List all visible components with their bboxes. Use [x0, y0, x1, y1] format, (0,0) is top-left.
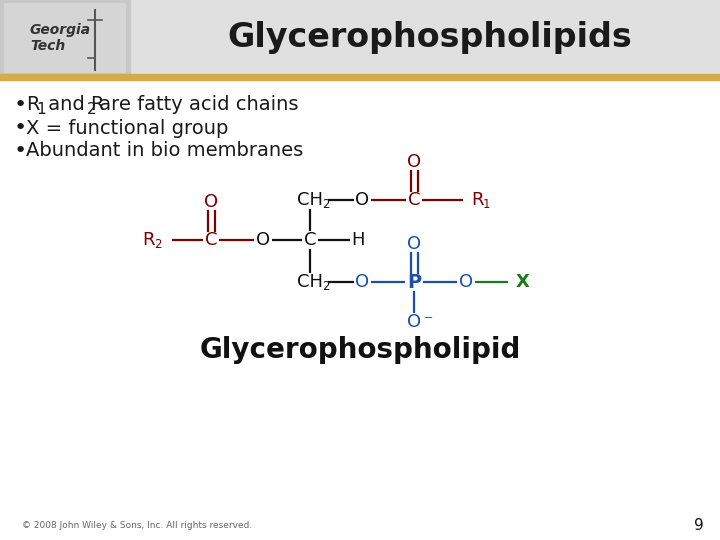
Text: H: H [351, 231, 365, 249]
Text: Abundant in bio membranes: Abundant in bio membranes [26, 141, 303, 160]
Text: X: X [516, 273, 530, 291]
Text: R: R [26, 96, 40, 114]
Text: O: O [204, 193, 218, 211]
Text: 2: 2 [87, 102, 96, 117]
Text: •: • [14, 141, 27, 161]
Text: C: C [408, 191, 420, 209]
Text: C: C [204, 231, 217, 249]
Text: 1: 1 [36, 102, 45, 117]
Text: Georgia: Georgia [30, 23, 91, 37]
Text: X = functional group: X = functional group [26, 118, 228, 138]
Bar [4, 3, 126, 73]
Text: 2: 2 [154, 239, 161, 252]
Text: Glycerophospholipid: Glycerophospholipid [199, 336, 521, 364]
Text: O: O [355, 273, 369, 291]
Text: −: − [424, 313, 433, 323]
Bar [0, 0, 720, 75]
Text: O: O [407, 235, 421, 253]
Text: P: P [407, 273, 421, 292]
Text: Glycerophospholipids: Glycerophospholipids [228, 21, 632, 53]
Text: O: O [407, 313, 421, 331]
Text: and R: and R [42, 96, 104, 114]
Bar [0, 0, 130, 75]
Text: CH: CH [297, 191, 323, 209]
Text: 1: 1 [483, 199, 490, 212]
Text: 2: 2 [322, 199, 330, 212]
Text: 9: 9 [694, 518, 704, 534]
Text: 2: 2 [322, 280, 330, 294]
Text: Tech: Tech [30, 39, 66, 53]
Bar [0, 74, 720, 80]
Text: O: O [256, 231, 270, 249]
Text: R: R [142, 231, 155, 249]
Text: © 2008 John Wiley & Sons, Inc. All rights reserved.: © 2008 John Wiley & Sons, Inc. All right… [22, 522, 252, 530]
Text: •: • [14, 95, 27, 115]
Text: O: O [407, 153, 421, 171]
Text: are fatty acid chains: are fatty acid chains [93, 96, 299, 114]
Text: R: R [471, 191, 484, 209]
Text: •: • [14, 118, 27, 138]
Text: CH: CH [297, 273, 323, 291]
Text: O: O [355, 191, 369, 209]
Text: C: C [304, 231, 316, 249]
Text: O: O [459, 273, 473, 291]
